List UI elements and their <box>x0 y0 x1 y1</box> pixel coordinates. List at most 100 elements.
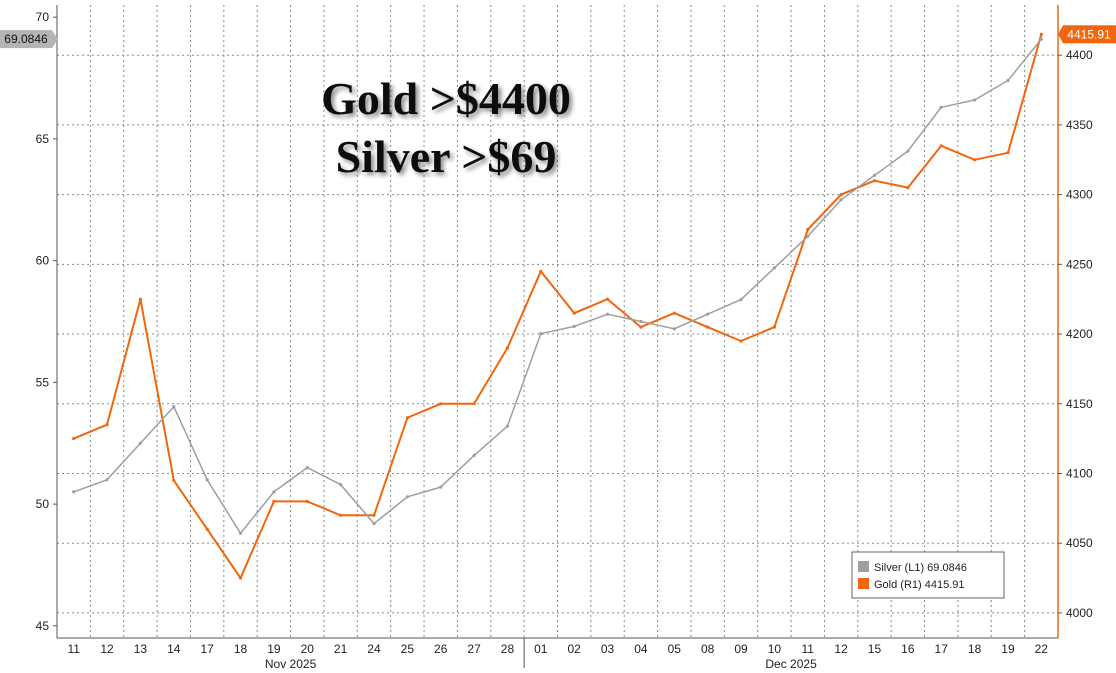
headline-line: Gold >$4400 <box>321 73 571 124</box>
legend-entry-gold: Gold (R1) 4415.91 <box>874 579 965 591</box>
left-tick-label: 70 <box>36 10 50 24</box>
series-layer <box>72 32 1043 580</box>
legend-swatch-gold <box>858 578 869 589</box>
x-tick-label: 04 <box>634 642 648 656</box>
data-point-silver <box>1006 78 1010 83</box>
gold-last-value-box <box>1063 25 1116 44</box>
data-point-gold <box>1039 32 1043 36</box>
x-tick-label: 18 <box>234 642 248 656</box>
x-tick-label: 11 <box>802 642 815 656</box>
data-point-gold <box>939 144 943 148</box>
gold-last-value-pointer <box>1058 25 1063 44</box>
data-point-gold <box>906 186 910 190</box>
right-tick-label: 4200 <box>1066 327 1093 341</box>
data-point-silver <box>138 441 142 445</box>
data-point-silver <box>605 312 610 316</box>
data-point-gold <box>472 402 476 406</box>
x-tick-label: 10 <box>768 642 782 656</box>
data-point-gold <box>105 423 109 427</box>
right-tick-label: 4050 <box>1066 536 1093 550</box>
data-point-gold <box>439 402 443 406</box>
data-point-gold <box>572 311 576 315</box>
left-tick-label: 55 <box>36 375 50 389</box>
gold-last-value: 4415.91 <box>1067 27 1111 41</box>
silver-last-value-box <box>0 30 52 49</box>
right-tick-label: 4350 <box>1066 118 1093 132</box>
data-point-silver <box>706 312 710 316</box>
data-point-silver <box>639 319 643 324</box>
data-point-gold <box>672 311 676 315</box>
data-point-gold <box>172 478 176 482</box>
data-point-silver <box>539 332 543 336</box>
data-point-silver <box>272 490 276 494</box>
x-tick-label: 02 <box>568 642 582 656</box>
legend-box <box>851 551 1005 599</box>
data-point-gold <box>138 297 142 301</box>
data-point-gold <box>872 179 877 183</box>
data-point-silver <box>472 453 476 457</box>
x-tick-label: 19 <box>267 642 281 656</box>
data-point-silver <box>439 485 443 489</box>
data-point-gold <box>806 227 810 232</box>
data-point-gold <box>72 437 76 441</box>
data-point-gold <box>305 499 309 503</box>
x-tick-label: 11 <box>67 642 80 656</box>
x-tick-label: 16 <box>901 642 915 656</box>
x-tick-label: 26 <box>434 642 448 656</box>
left-tick-label: 50 <box>36 497 50 511</box>
data-point-silver <box>405 495 409 499</box>
right-tick-label: 4150 <box>1066 397 1093 411</box>
right-tick-label: 4000 <box>1066 606 1093 620</box>
data-point-silver <box>672 327 676 331</box>
left-tick-label: 60 <box>36 254 50 268</box>
data-point-silver <box>505 424 509 428</box>
data-point-gold <box>205 527 209 531</box>
data-point-silver <box>806 234 810 238</box>
right-tick-label: 4400 <box>1066 48 1093 62</box>
left-tick-label: 45 <box>36 619 50 633</box>
x-tick-label: 24 <box>367 642 381 656</box>
x-tick-label: 22 <box>1035 642 1049 656</box>
data-point-silver <box>305 466 309 470</box>
x-tick-label: 08 <box>701 642 715 656</box>
x-tick-label: 25 <box>401 642 415 656</box>
data-point-silver <box>839 198 843 202</box>
data-point-gold <box>1006 151 1010 155</box>
right-tick-label: 4300 <box>1066 188 1093 202</box>
x-tick-label: 21 <box>334 642 348 656</box>
data-point-silver <box>939 105 943 109</box>
data-point-silver <box>739 298 743 302</box>
x-tick-label: 17 <box>935 642 949 656</box>
data-point-silver <box>205 478 209 482</box>
data-point-gold <box>238 576 243 580</box>
x-tick-label: 15 <box>868 642 882 656</box>
month-label: Dec 2025 <box>765 657 817 671</box>
data-point-gold <box>339 513 343 517</box>
data-point-gold <box>505 346 509 350</box>
data-point-silver <box>973 98 977 102</box>
data-point-gold <box>739 339 743 343</box>
legend-swatch-silver <box>858 561 869 572</box>
data-point-gold <box>372 513 376 517</box>
right-tick-label: 4250 <box>1066 257 1093 271</box>
data-point-silver <box>339 483 343 487</box>
x-tick-label: 01 <box>534 642 548 656</box>
data-point-gold <box>539 269 543 273</box>
data-point-silver <box>238 531 243 535</box>
x-tick-label: 03 <box>601 642 615 656</box>
x-tick-label: 14 <box>167 642 181 656</box>
series-line-silver <box>73 38 1042 535</box>
data-point-silver <box>1039 37 1043 41</box>
right-tick-label: 4100 <box>1066 466 1093 480</box>
data-point-gold <box>706 325 710 329</box>
data-point-silver <box>372 522 376 526</box>
series-line-gold <box>73 34 1043 579</box>
data-point-silver <box>772 266 777 270</box>
data-point-silver <box>105 478 109 482</box>
month-label: Nov 2025 <box>265 657 317 671</box>
left-tick-label: 65 <box>36 132 50 146</box>
silver-last-value: 69.0846 <box>4 32 48 46</box>
x-tick-label: 09 <box>734 642 748 656</box>
x-tick-label: 05 <box>668 642 682 656</box>
